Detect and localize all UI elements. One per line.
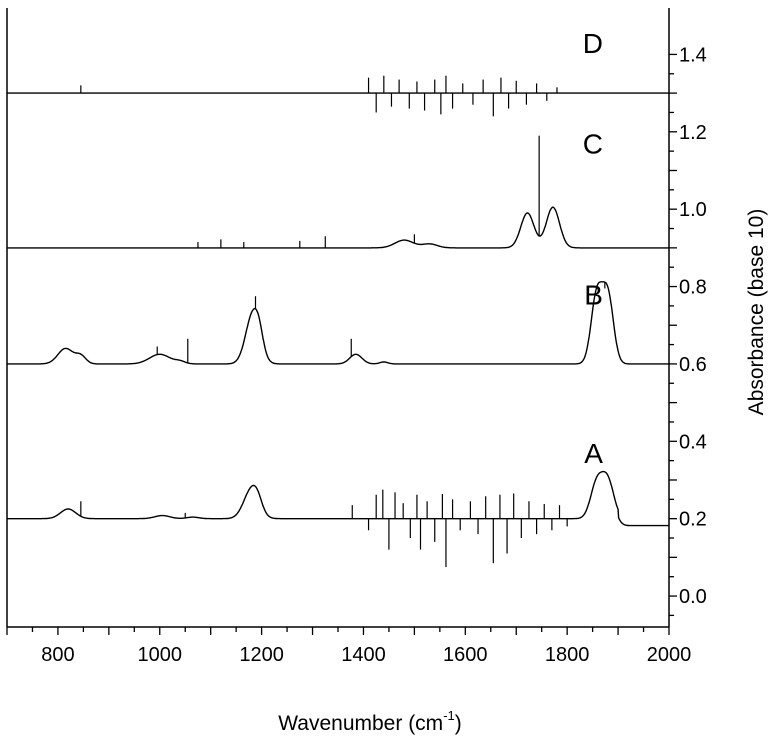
trace-B — [7, 281, 669, 365]
trace-label-C: C — [583, 128, 603, 159]
y-tick-label: 0.8 — [679, 277, 707, 299]
x-tick-label: 1200 — [239, 644, 284, 666]
x-tick-label: 1800 — [545, 644, 590, 666]
x-tick-label: 2000 — [647, 644, 692, 666]
y-tick-label: 0.6 — [679, 354, 707, 376]
y-tick-label: 1.0 — [679, 199, 707, 221]
plot-frame — [6, 8, 670, 628]
y-tick-label: 0.4 — [679, 431, 707, 453]
trace-label-D: D — [583, 28, 603, 59]
trace-label-B: B — [584, 279, 603, 310]
y-axis-title: Absorbance (base 10) — [745, 209, 768, 416]
y-tick-label: 1.2 — [679, 122, 707, 144]
x-axis-title: Wavenumber (cm-1) — [278, 708, 462, 735]
trace-C — [7, 206, 669, 249]
x-tick-label: 800 — [41, 644, 74, 666]
spectra-traces — [7, 75, 669, 568]
y-tick-label: 0.2 — [679, 509, 707, 531]
y-tick-label: 1.4 — [679, 44, 707, 66]
x-tick-label: 1600 — [443, 644, 488, 666]
y-axis: 0.0 0.2 0.4 0.6 0.8 1.0 1.2 1.4 — [669, 44, 707, 617]
x-tick-label: 1400 — [341, 644, 386, 666]
y-tick-label: 0.0 — [679, 586, 707, 608]
trace-A — [7, 470, 669, 527]
trace-labels: A B C D — [583, 28, 604, 469]
x-axis: 800 1000 1200 1400 1600 1800 2000 — [6, 627, 692, 666]
x-tick-label: 1000 — [138, 644, 183, 666]
trace-label-A: A — [584, 438, 603, 469]
